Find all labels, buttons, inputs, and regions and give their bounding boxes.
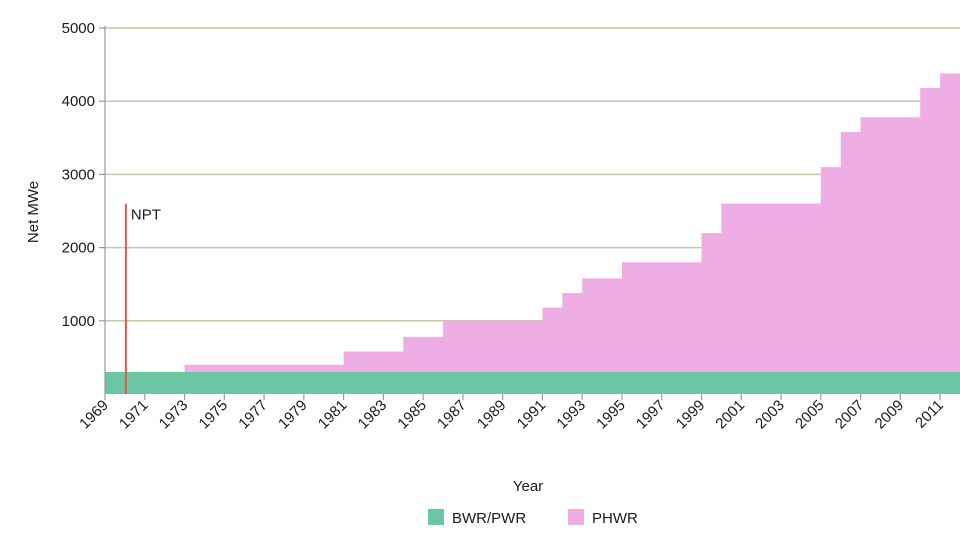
x-tick-label-1973: 1973 bbox=[156, 397, 192, 433]
x-tick-label-1971: 1971 bbox=[116, 397, 152, 433]
x-tick-label-1995: 1995 bbox=[593, 397, 629, 433]
legend: BWR/PWR PHWR bbox=[428, 509, 638, 527]
annotation-label-npt: NPT bbox=[131, 207, 161, 224]
x-tick-label-2007: 2007 bbox=[832, 397, 868, 433]
y-axis-title: Net MWe bbox=[25, 181, 42, 243]
x-tick-label-1969: 1969 bbox=[76, 397, 112, 433]
x-tick-label-1979: 1979 bbox=[275, 397, 311, 433]
x-tick-label-1993: 1993 bbox=[553, 397, 589, 433]
legend-label-phwr: PHWR bbox=[592, 510, 638, 527]
x-tick-label-1977: 1977 bbox=[235, 397, 271, 433]
x-tick-label-1997: 1997 bbox=[633, 397, 669, 433]
x-tick-label-1999: 1999 bbox=[673, 397, 709, 433]
area-phwr bbox=[105, 73, 960, 373]
x-tick-label-1981: 1981 bbox=[315, 397, 351, 433]
x-tick-label-1987: 1987 bbox=[434, 397, 470, 433]
area-bwr-pwr bbox=[105, 372, 960, 394]
y-tick-label-2000: 2000 bbox=[62, 240, 95, 257]
x-tick-label-2005: 2005 bbox=[792, 397, 828, 433]
x-tick-label-1989: 1989 bbox=[474, 397, 510, 433]
x-tick-label-2003: 2003 bbox=[752, 397, 788, 433]
legend-swatch-bwr-pwr bbox=[428, 509, 444, 525]
x-tick-label-2011: 2011 bbox=[912, 397, 947, 432]
x-tick-label-1983: 1983 bbox=[355, 397, 391, 433]
y-tick-label-1000: 1000 bbox=[62, 313, 95, 330]
x-tick-label-1991: 1991 bbox=[514, 397, 550, 433]
x-axis-title: Year bbox=[513, 478, 543, 495]
x-tick-label-2009: 2009 bbox=[872, 397, 908, 433]
plot-areas bbox=[105, 73, 960, 394]
x-tick-label-1975: 1975 bbox=[196, 397, 232, 433]
y-tick-label-4000: 4000 bbox=[62, 93, 95, 110]
x-tick-label-1985: 1985 bbox=[394, 397, 430, 433]
annotations: NPT bbox=[124, 203, 161, 394]
legend-label-bwr-pwr: BWR/PWR bbox=[452, 510, 526, 527]
x-tick-label-2001: 2001 bbox=[712, 397, 748, 433]
legend-swatch-phwr bbox=[568, 509, 584, 525]
y-tick-label-3000: 3000 bbox=[62, 166, 95, 183]
y-tick-label-5000: 5000 bbox=[62, 20, 95, 37]
